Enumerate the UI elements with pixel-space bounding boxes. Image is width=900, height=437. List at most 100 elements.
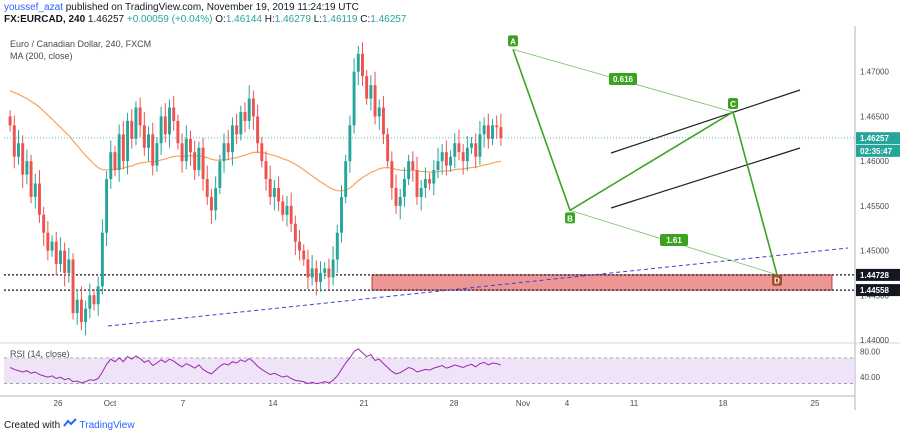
rsi-band [4, 357, 855, 384]
ratio-badge [609, 73, 637, 85]
price-axis-badge-label: 1.46257 [860, 134, 889, 143]
candle-body [130, 120, 134, 139]
price-axis-badge [856, 132, 900, 145]
harmonic-pattern-line [512, 49, 778, 275]
candle-body [352, 71, 356, 126]
candle-body [172, 107, 176, 121]
candle-body [138, 107, 142, 126]
candle-body [222, 143, 226, 162]
brand-name[interactable]: TradingView [79, 420, 135, 431]
candle-body [84, 308, 88, 323]
candle-body [50, 241, 54, 251]
candle-body [92, 295, 96, 305]
time-tick-label: Nov [516, 399, 530, 408]
close-label: C: [360, 14, 371, 25]
harmonic-point-marker [565, 212, 575, 224]
candle-body [268, 179, 272, 197]
candle-body [126, 120, 130, 162]
high-value: 1.46279 [274, 14, 311, 25]
candle-body [381, 107, 385, 135]
ratio-badge [660, 234, 688, 246]
candle-body [486, 125, 490, 139]
channel-lower-line [610, 147, 801, 209]
candle-body [407, 161, 411, 180]
candle-body [46, 232, 50, 251]
low-label: L: [313, 14, 323, 25]
candle-body [306, 259, 310, 278]
harmonic-point-label: D [774, 277, 780, 286]
candle-body [121, 134, 125, 162]
candle-body [495, 125, 499, 128]
ma-legend: MA (200, close) [10, 51, 73, 61]
candle-body [302, 250, 306, 260]
candle-body [58, 250, 62, 264]
candle-body [365, 76, 369, 99]
candle-body [402, 179, 406, 197]
candle-body [482, 125, 486, 135]
trend-line [107, 247, 849, 327]
last-price: 1.46257 [87, 14, 125, 25]
rsi-tick-label: 40.00 [860, 373, 881, 382]
created-with: Created with [4, 420, 61, 431]
candle-body [344, 161, 348, 197]
demand-zone [371, 274, 833, 291]
candle-body [29, 161, 33, 197]
candle-body [189, 138, 192, 153]
candle-body [453, 143, 457, 157]
candle-body [465, 147, 469, 162]
author-link[interactable]: youssef_azat [4, 2, 63, 13]
candle-body [319, 272, 322, 282]
harmonic-point-label: B [567, 214, 573, 223]
candle-body [67, 259, 71, 273]
candle-body [109, 152, 113, 180]
candle-body [260, 143, 264, 162]
candle-body [386, 134, 390, 162]
publish-info: published on TradingView.com, November 1… [65, 2, 359, 13]
price-tick-label: 1.46500 [860, 112, 889, 121]
open-value: 1.46144 [225, 14, 262, 25]
candle-body [180, 143, 184, 162]
time-tick-label: 25 [811, 399, 820, 408]
time-tick-label: 7 [181, 399, 186, 408]
candle-body [147, 134, 150, 148]
candle-body [289, 205, 293, 224]
symbol-line: FX:EURCAD, 240 1.46257 +0.00059 (+0.04%)… [4, 14, 406, 25]
price-change: +0.00059 (+0.04%) [126, 14, 213, 25]
candle-body [327, 268, 331, 278]
chart-canvas[interactable]: Euro / Canadian Dollar, 240, FXCM MA (20… [0, 0, 900, 418]
time-tick-label: 26 [54, 399, 63, 408]
candle-body [230, 125, 234, 153]
price-tick-label: 1.45500 [860, 202, 889, 211]
candle-body [247, 98, 251, 121]
candle-body [340, 196, 343, 233]
candle-body [323, 268, 327, 273]
symbol: FX:EURCAD, 240 [4, 14, 86, 25]
time-tick-label: 14 [269, 399, 278, 408]
candle-body [79, 299, 83, 323]
rsi-pane[interactable]: RSI (14, close) [10, 349, 70, 359]
candle-body [449, 156, 453, 166]
candle-body [272, 187, 276, 197]
harmonic-point-marker [772, 274, 782, 286]
ratio-label: 0.616 [613, 75, 634, 84]
candle-body [226, 143, 230, 153]
candle-body [394, 187, 398, 206]
candle-body [113, 152, 117, 171]
candle-body [491, 125, 494, 139]
candle-body [197, 147, 201, 171]
candle-body [239, 111, 243, 135]
time-tick-label: 18 [719, 399, 728, 408]
candle-body [184, 138, 188, 162]
candle-body [193, 152, 197, 171]
main-pane[interactable]: Euro / Canadian Dollar, 240, FXCM MA (20… [10, 39, 151, 61]
candle-body [201, 147, 205, 180]
open-label: O: [215, 14, 226, 25]
candle-body [474, 143, 478, 157]
price-tick-label: 1.44000 [860, 336, 889, 345]
footer: Created with TradingView [4, 418, 135, 431]
candle-body [235, 125, 239, 135]
candle-body [63, 250, 67, 273]
candle-body [155, 143, 159, 166]
candle-body [314, 268, 318, 282]
rsi-tick-label: 80.00 [860, 347, 881, 356]
